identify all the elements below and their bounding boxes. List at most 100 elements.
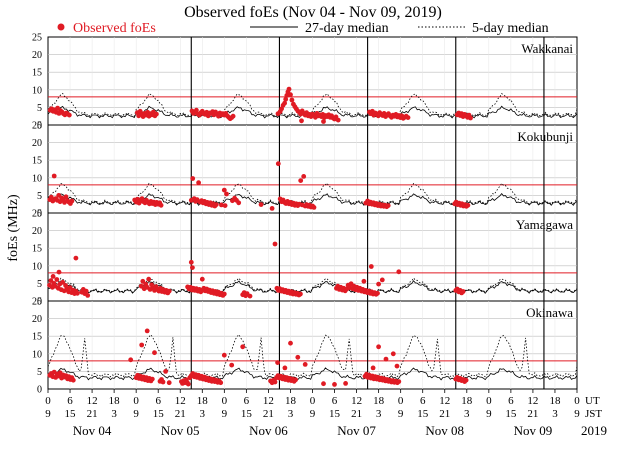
- observed-point: [405, 115, 411, 120]
- jst-tick-label: 21: [175, 408, 186, 420]
- observed-points: [47, 86, 473, 124]
- jst-tick-label: 9: [398, 408, 404, 420]
- observed-point: [160, 379, 166, 385]
- observed-point: [463, 377, 469, 383]
- ut-tick-label: 6: [67, 395, 73, 407]
- jst-tick-label: 3: [464, 408, 470, 420]
- y-tick-label: 5: [37, 103, 42, 114]
- panel-kokubunji: 0 5 10 15 20 25 Kokubunji: [32, 121, 578, 220]
- jst-tick-label: 3: [552, 408, 558, 420]
- observed-point: [48, 278, 54, 283]
- observed-point: [258, 202, 264, 208]
- jst-tick-label: 15: [417, 408, 429, 420]
- observed-point: [85, 293, 91, 298]
- chart-title: Observed foEs (Nov 04 - Nov 09, 2019): [184, 4, 442, 21]
- y-tick-label: 5: [37, 367, 42, 378]
- observed-point: [50, 274, 56, 279]
- observed-point: [332, 382, 337, 387]
- observed-point: [293, 377, 298, 383]
- observed-point: [390, 351, 396, 357]
- jst-tick-label: 15: [153, 408, 165, 420]
- jst-tick-label: 21: [351, 408, 362, 420]
- observed-point: [152, 350, 157, 356]
- y-tick-label: 5: [37, 191, 42, 202]
- ut-tick-label: 0: [574, 395, 580, 407]
- jst-tick-label: 9: [310, 408, 316, 420]
- day-label: Nov 04: [73, 423, 112, 438]
- jst-tick-label: 15: [65, 408, 77, 420]
- observed-point: [379, 277, 385, 283]
- observed-point: [385, 203, 391, 209]
- observed-point: [222, 203, 228, 209]
- y-tick-label: 10: [32, 261, 42, 272]
- y-tick-label: 15: [32, 332, 42, 343]
- observed-point: [188, 259, 194, 265]
- observed-point: [236, 200, 242, 206]
- observed-point: [460, 289, 466, 294]
- observed-point: [185, 381, 191, 387]
- observed-point: [144, 328, 150, 334]
- ut-tick-label: 18: [373, 395, 385, 407]
- observed-point: [221, 187, 227, 193]
- jst-tick-label: 21: [263, 408, 274, 420]
- panel-yamagawa: 0 5 10 15 20 25 Yamagawa: [32, 209, 578, 308]
- ut-tick-label: 6: [420, 395, 426, 407]
- ut-tick-label: 18: [197, 395, 209, 407]
- observed-point: [275, 161, 281, 167]
- ut-tick-label: 6: [332, 395, 338, 407]
- ut-tick-label: 12: [175, 395, 186, 407]
- observed-point: [63, 194, 69, 200]
- observed-points: [47, 328, 469, 387]
- ut-tick-label: 6: [244, 395, 250, 407]
- jst-tick-label: 9: [222, 408, 228, 420]
- jst-tick-label: 21: [527, 408, 538, 420]
- observed-point: [299, 118, 304, 124]
- jst-tick-label: 21: [439, 408, 450, 420]
- y-tick-label: 0: [37, 209, 42, 220]
- observed-point: [190, 265, 195, 270]
- y-tick-label: 20: [32, 50, 42, 61]
- observed-point: [83, 288, 89, 294]
- jst-tick-label: 3: [200, 408, 206, 420]
- observed-point: [375, 290, 380, 296]
- observed-point: [196, 180, 202, 186]
- day-label: Nov 05: [161, 423, 200, 438]
- ut-tick-label: 0: [222, 395, 228, 407]
- observed-point: [139, 342, 145, 348]
- observed-point: [230, 113, 236, 119]
- ut-tick-label: 18: [549, 395, 561, 407]
- observed-point: [221, 291, 227, 297]
- observed-point: [311, 205, 317, 210]
- observed-point: [54, 277, 60, 282]
- observed-point: [70, 377, 76, 383]
- observed-point: [283, 96, 289, 102]
- ut-tick-label: 0: [133, 395, 139, 407]
- observed-point: [247, 293, 253, 299]
- day-label: Nov 07: [337, 423, 376, 438]
- observed-point: [465, 202, 471, 208]
- observed-point: [60, 279, 66, 285]
- ut-tick-label: 12: [527, 395, 538, 407]
- observed-point: [146, 276, 152, 282]
- observed-point: [383, 356, 389, 362]
- observed-point: [321, 119, 326, 124]
- ut-tick-label: 0: [398, 395, 404, 407]
- observed-point: [199, 276, 205, 282]
- observed-point: [282, 100, 287, 106]
- ut-tick-label: 12: [351, 395, 362, 407]
- observed-point: [288, 92, 293, 98]
- observed-point: [295, 354, 301, 360]
- y-tick-label: 10: [32, 349, 42, 360]
- panels: 0 5 10 15 20 25 Wakkanai 0 5 10 15 20 25 Kokubunji 0 5 1…: [32, 33, 578, 396]
- x-axis: 0961512211830961512211830961512211830961…: [45, 389, 607, 438]
- observed-point: [269, 206, 275, 211]
- observed-point: [240, 344, 246, 350]
- observed-point: [154, 111, 159, 117]
- observed-point: [272, 379, 278, 385]
- observed-point: [48, 194, 54, 200]
- observed-point: [75, 290, 80, 296]
- observed-point: [149, 376, 155, 382]
- observed-point: [361, 278, 367, 284]
- ut-axis-label: UT: [585, 395, 600, 407]
